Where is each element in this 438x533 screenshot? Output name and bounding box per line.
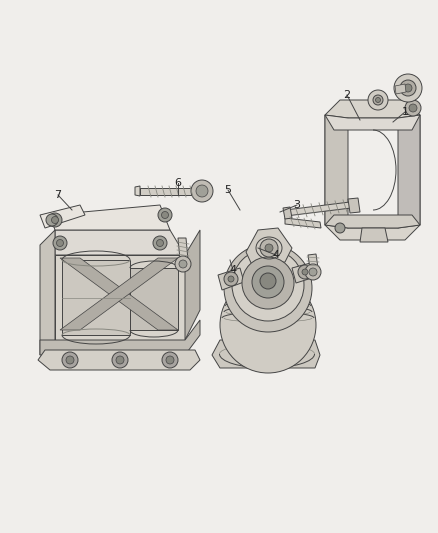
- Text: 5: 5: [225, 185, 232, 195]
- Circle shape: [265, 244, 273, 252]
- Text: 6: 6: [174, 178, 181, 188]
- Circle shape: [228, 276, 234, 282]
- Polygon shape: [135, 186, 140, 196]
- Circle shape: [242, 257, 294, 309]
- Polygon shape: [40, 230, 55, 355]
- Polygon shape: [50, 205, 170, 230]
- Polygon shape: [60, 258, 178, 330]
- Polygon shape: [292, 262, 318, 283]
- Circle shape: [220, 277, 316, 373]
- Circle shape: [52, 216, 59, 223]
- Circle shape: [368, 90, 388, 110]
- Circle shape: [166, 356, 174, 364]
- Polygon shape: [38, 350, 200, 370]
- Circle shape: [179, 260, 187, 268]
- Circle shape: [224, 272, 238, 286]
- Polygon shape: [360, 228, 388, 242]
- Polygon shape: [325, 115, 420, 130]
- Polygon shape: [55, 230, 185, 255]
- Circle shape: [260, 273, 276, 289]
- Polygon shape: [40, 320, 200, 355]
- Circle shape: [162, 212, 169, 219]
- Text: 4: 4: [230, 265, 237, 275]
- Polygon shape: [62, 260, 130, 335]
- Circle shape: [305, 264, 321, 280]
- Circle shape: [309, 268, 317, 276]
- Circle shape: [46, 214, 58, 226]
- Circle shape: [252, 266, 284, 298]
- Polygon shape: [55, 255, 185, 340]
- Polygon shape: [246, 228, 292, 265]
- Circle shape: [62, 352, 78, 368]
- Text: 3: 3: [293, 200, 300, 210]
- Polygon shape: [348, 198, 360, 213]
- Circle shape: [375, 98, 381, 102]
- Polygon shape: [140, 188, 195, 195]
- Circle shape: [224, 244, 312, 332]
- Polygon shape: [130, 268, 178, 330]
- Polygon shape: [60, 258, 178, 330]
- Circle shape: [298, 265, 312, 279]
- Circle shape: [335, 223, 345, 233]
- Circle shape: [162, 352, 178, 368]
- Polygon shape: [308, 254, 318, 269]
- Circle shape: [156, 239, 163, 246]
- Circle shape: [57, 239, 64, 246]
- Polygon shape: [178, 238, 188, 260]
- Circle shape: [116, 356, 124, 364]
- Polygon shape: [40, 205, 85, 228]
- Circle shape: [394, 74, 422, 102]
- Polygon shape: [398, 115, 420, 228]
- Circle shape: [400, 80, 416, 96]
- Text: 2: 2: [343, 90, 350, 100]
- Circle shape: [405, 100, 421, 116]
- Polygon shape: [285, 202, 351, 216]
- Circle shape: [404, 84, 412, 92]
- Polygon shape: [334, 118, 412, 228]
- Polygon shape: [285, 218, 321, 228]
- Circle shape: [53, 236, 67, 250]
- Polygon shape: [212, 340, 320, 368]
- Polygon shape: [218, 268, 244, 290]
- Circle shape: [196, 185, 208, 197]
- Text: 1: 1: [402, 107, 409, 117]
- Polygon shape: [395, 84, 406, 94]
- Polygon shape: [325, 115, 348, 228]
- Circle shape: [232, 249, 304, 321]
- Polygon shape: [185, 230, 200, 340]
- Circle shape: [191, 180, 213, 202]
- Circle shape: [409, 104, 417, 112]
- Circle shape: [260, 239, 278, 257]
- Circle shape: [48, 213, 62, 227]
- Text: 4: 4: [272, 250, 279, 260]
- Circle shape: [373, 95, 383, 105]
- Circle shape: [66, 356, 74, 364]
- Polygon shape: [283, 207, 292, 219]
- Circle shape: [175, 256, 191, 272]
- Circle shape: [112, 352, 128, 368]
- Polygon shape: [325, 215, 420, 228]
- Polygon shape: [325, 100, 420, 240]
- Text: 7: 7: [54, 190, 62, 200]
- Circle shape: [153, 236, 167, 250]
- Circle shape: [158, 208, 172, 222]
- Circle shape: [302, 269, 308, 275]
